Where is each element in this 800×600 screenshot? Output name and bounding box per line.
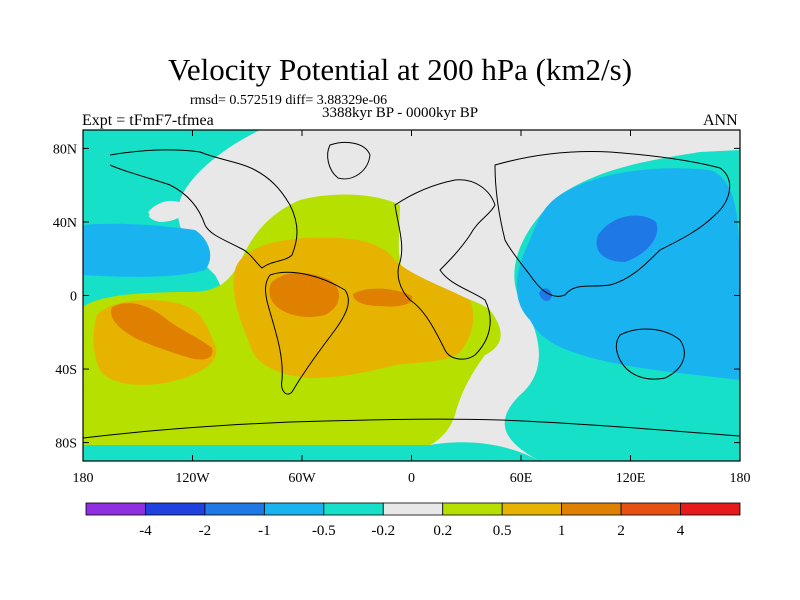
region-orange-pacific [111, 303, 213, 360]
experiment-label: Expt = tFmF7-tfmea [82, 112, 214, 129]
region-mid-blue-small [539, 288, 552, 301]
colorbar-label: 0.5 [493, 523, 512, 539]
coast-greenland [327, 142, 371, 180]
lon-tick-label: 180 [73, 471, 94, 486]
colorbar-swatch [263, 502, 325, 516]
colorbar-swatch [204, 502, 265, 516]
period-text: 3388kyr BP - 0000kyr BP [322, 105, 479, 121]
lon-tick-label: 60W [288, 471, 316, 486]
region-grey-nw [148, 200, 186, 222]
stats-text: rmsd= 0.572519 diff= 3.88329e-06 [190, 93, 388, 108]
colorbar-label: 1 [558, 523, 566, 539]
colorbar-swatch [561, 502, 622, 516]
colorbar-label: -1 [258, 523, 271, 539]
coast-europe-africa [394, 179, 496, 360]
colorbar-swatch [145, 502, 206, 516]
region-mid-blue [596, 215, 658, 262]
coast-australia [615, 328, 685, 380]
axis-tick-labels: 180 120W 60W 0 60E 120E 180 80N 40N 0 40S 80S [53, 142, 751, 486]
colorbar-label: -2 [199, 523, 212, 539]
colorbar-label: 2 [617, 523, 625, 539]
axis-ticks [82, 130, 741, 461]
coast-asia [494, 151, 730, 297]
coast-north-america [109, 149, 298, 269]
region-orange-amazon [269, 272, 340, 317]
lat-tick-label: 40N [53, 216, 77, 231]
region-cyan-south [83, 442, 540, 461]
chart-title: Velocity Potential at 200 hPa (km2/s) [167, 52, 633, 87]
colorbar-swatch [323, 502, 384, 516]
coast-south-america [265, 271, 349, 395]
colorbar [85, 502, 741, 516]
colorbar-label: -0.2 [371, 523, 395, 539]
region-blue-asia [516, 168, 740, 380]
coast-antarctica [83, 418, 740, 439]
colorbar-swatch [620, 502, 681, 516]
colorbar-swatch [442, 502, 503, 516]
colorbar-swatch [382, 502, 444, 516]
coastlines [83, 142, 740, 439]
colorbar-label: -4 [139, 523, 152, 539]
colorbar-swatch [680, 502, 741, 516]
lat-tick-label: 80S [55, 437, 77, 452]
lon-tick-label: 120E [616, 471, 646, 486]
lon-tick-label: 0 [408, 471, 415, 486]
season-label: ANN [703, 112, 738, 129]
region-blue-west [83, 223, 211, 277]
region-cyan-nw [83, 202, 150, 224]
lat-tick-label: 80N [53, 142, 77, 157]
lon-tick-label: 180 [730, 471, 751, 486]
colorbar-label: -0.5 [312, 523, 336, 539]
colorbar-label: 0.2 [433, 523, 452, 539]
lat-tick-label: 0 [70, 290, 77, 305]
lon-tick-label: 120W [175, 471, 210, 486]
lat-tick-label: 40S [55, 363, 77, 378]
contour-field [83, 130, 740, 461]
colorbar-swatch [501, 502, 563, 516]
lon-tick-label: 60E [510, 471, 533, 486]
colorbar-labels: -4 -2 -1 -0.5 -0.2 0.2 0.5 1 2 4 [139, 523, 685, 539]
region-orange-atlantic [353, 288, 413, 307]
colorbar-swatch [85, 502, 146, 516]
colorbar-label: 4 [677, 523, 685, 539]
